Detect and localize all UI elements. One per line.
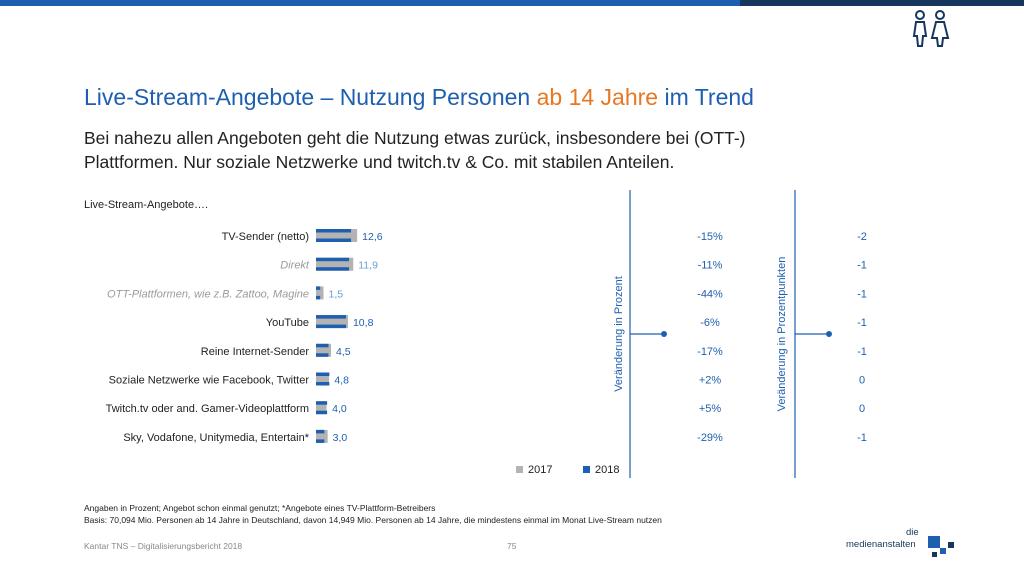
bar-2018 (316, 372, 330, 376)
title-highlight: ab 14 Jahre (536, 84, 659, 110)
change-percent-label: -44% (697, 288, 723, 300)
bar-2018-lower (316, 267, 350, 271)
top-accent-bar (0, 0, 740, 6)
change-points-label: -1 (857, 346, 867, 358)
legend-swatch-2017 (516, 466, 523, 473)
change-percent-label: -29% (697, 432, 723, 444)
change-points-label: 0 (859, 375, 865, 387)
category-label: YouTube (266, 317, 309, 329)
change-percent-label: +2% (699, 375, 722, 387)
page-subtitle: Bei nahezu allen Angeboten geht die Nutz… (84, 128, 746, 172)
medienanstalten-logo: die medienanstalten (846, 526, 958, 562)
value-label: 11,9 (358, 260, 378, 272)
footnote-line-2: Basis: 70,094 Mio. Personen ab 14 Jahre … (84, 515, 662, 525)
bar-2018-lower (316, 238, 352, 242)
change-points-title: Veränderung in Prozentpunkten (776, 257, 788, 412)
category-label: Twitch.tv oder and. Gamer-Videoplattform (106, 403, 309, 415)
value-label: 4,5 (336, 346, 351, 358)
bar-2018-lower (316, 295, 321, 300)
change-percent-label: -17% (697, 346, 723, 358)
bar-2018 (316, 229, 352, 233)
change-percent-label: +5% (699, 403, 722, 415)
change-points-label: -1 (857, 288, 867, 300)
value-label: 4,8 (334, 375, 349, 387)
change-points-dot (826, 331, 832, 337)
value-label: 10,8 (353, 317, 374, 329)
bar-2017 (316, 429, 328, 443)
category-label: Reine Internet-Sender (201, 346, 310, 358)
bar-2018-lower (316, 382, 330, 386)
category-label: Sky, Vodafone, Unitymedia, Entertain* (123, 432, 309, 444)
people-icon (912, 10, 950, 47)
change-points-label: -2 (857, 231, 867, 243)
footnote: Angaben in Prozent; Angebot schon einmal… (84, 502, 662, 526)
change-points-label: 0 (859, 403, 865, 415)
category-label: Direkt (280, 260, 310, 272)
page-title: Live-Stream-Angebote – Nutzung Personen … (84, 84, 754, 110)
footnote-line-1: Angaben in Prozent; Angebot schon einmal… (84, 503, 436, 513)
bar-2017 (316, 401, 327, 415)
bar-2017 (316, 286, 324, 300)
bar-2018 (316, 257, 350, 262)
bar-2018-lower (316, 410, 328, 415)
legend-swatch-2018 (583, 466, 590, 473)
change-points-label: -1 (857, 317, 867, 329)
change-points-label: -1 (857, 260, 867, 272)
value-label: 12,6 (362, 231, 383, 243)
change-percent-title: Veränderung in Prozent (613, 276, 625, 392)
change-percent-dot (661, 331, 667, 337)
page-number: 75 (507, 541, 517, 551)
value-label: 4,0 (332, 403, 347, 415)
bar-2018 (316, 315, 347, 319)
change-points-label: -1 (857, 432, 867, 444)
change-percent-label: -15% (697, 231, 723, 243)
legend-label-2017: 2017 (528, 464, 552, 476)
bar-2018-lower (316, 353, 329, 357)
footer-source: Kantar TNS – Digitalisierungsbericht 201… (84, 541, 243, 551)
legend-label-2018: 2018 (595, 464, 619, 476)
bar-2018 (316, 343, 329, 348)
value-label: 3,0 (333, 432, 348, 444)
bar-2018 (316, 429, 325, 434)
category-label: TV-Sender (netto) (222, 231, 309, 243)
value-label: 1,5 (329, 288, 344, 300)
change-percent-label: -6% (700, 317, 720, 329)
change-percent-label: -11% (698, 260, 723, 272)
category-label: OTT-Plattformen, wie z.B. Zattoo, Magine (107, 288, 309, 300)
bar-2018-lower (316, 324, 347, 329)
chart-caption: Live-Stream-Angebote…. (84, 199, 209, 211)
bar-2018-lower (316, 439, 325, 443)
bar-2018 (316, 286, 321, 290)
category-label: Soziale Netzwerke wie Facebook, Twitter (109, 375, 310, 387)
bar-2018 (316, 401, 328, 405)
top-accent-bar-dark (740, 0, 1024, 6)
